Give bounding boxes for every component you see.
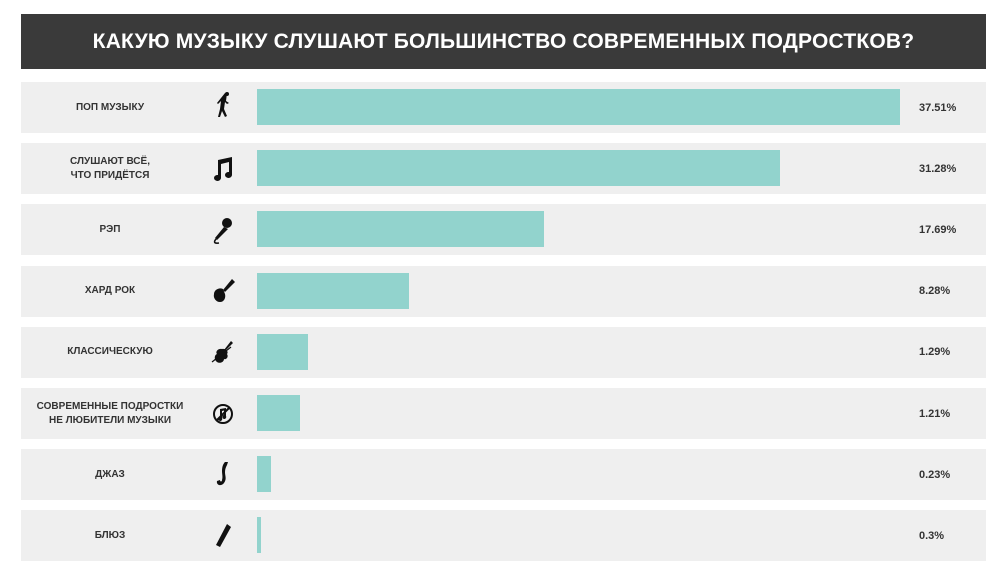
category-label: СОВРЕМЕННЫЕ ПОДРОСТКИ НЕ ЛЮБИТЕЛИ МУЗЫКИ — [36, 400, 184, 426]
data-label: 1.29% — [919, 346, 951, 359]
category-label: БЛЮЗ — [94, 529, 126, 541]
violin-icon — [205, 335, 241, 371]
chart-row: ХАРД РОК 8.28% — [21, 265, 986, 317]
category-label: ПОП МУЗЫКУ — [75, 101, 145, 113]
chart-title: КАКУЮ МУЗЫКУ СЛУШАЮТ БОЛЬШИНСТВО СОВРЕМЕ… — [21, 14, 986, 69]
bar — [257, 395, 301, 431]
bar — [257, 456, 272, 493]
saxophone-icon — [205, 457, 241, 493]
data-label: 0.3% — [919, 529, 945, 542]
bar — [257, 272, 409, 309]
data-label: 31.28% — [919, 162, 957, 175]
bar — [257, 333, 308, 370]
chart-row: ПОП МУЗЫКУ 37.51% — [21, 82, 986, 133]
music-note-icon — [205, 151, 241, 187]
microphone-icon — [205, 212, 241, 248]
chart-row: КЛАССИЧЕСКУЮ 1.29% — [21, 326, 986, 378]
category-label: ДЖАЗ — [95, 468, 125, 480]
no-music-icon — [205, 396, 241, 432]
chart-row: СОВРЕМЕННЫЕ ПОДРОСТКИ НЕ ЛЮБИТЕЛИ МУЗЫКИ… — [21, 388, 986, 439]
category-label: РЭП — [99, 223, 121, 235]
dancer-icon — [205, 90, 241, 126]
data-label: 0.23% — [919, 468, 951, 481]
data-label: 17.69% — [919, 223, 957, 236]
electric-guitar-icon — [205, 274, 241, 310]
category-label: КЛАССИЧЕСКУЮ — [67, 346, 153, 358]
chart-row: ДЖАЗ 0.23% — [21, 449, 986, 501]
category-label: ХАРД РОК — [84, 285, 136, 297]
bar — [257, 517, 261, 554]
bar — [257, 150, 780, 187]
data-label: 8.28% — [919, 285, 951, 298]
data-label: 37.51% — [919, 101, 957, 114]
harmonica-icon — [205, 518, 241, 554]
chart-row: РЭП 17.69% — [21, 204, 986, 256]
category-label: СЛУШАЮТ ВСЁ, ЧТО ПРИДЁТСЯ — [70, 155, 150, 181]
chart-row: СЛУШАЮТ ВСЁ, ЧТО ПРИДЁТСЯ 31.28% — [21, 143, 986, 195]
chart-row: БЛЮЗ 0.3% — [21, 510, 986, 562]
bar — [257, 211, 545, 248]
bar — [257, 89, 900, 125]
data-label: 1.21% — [919, 407, 951, 420]
